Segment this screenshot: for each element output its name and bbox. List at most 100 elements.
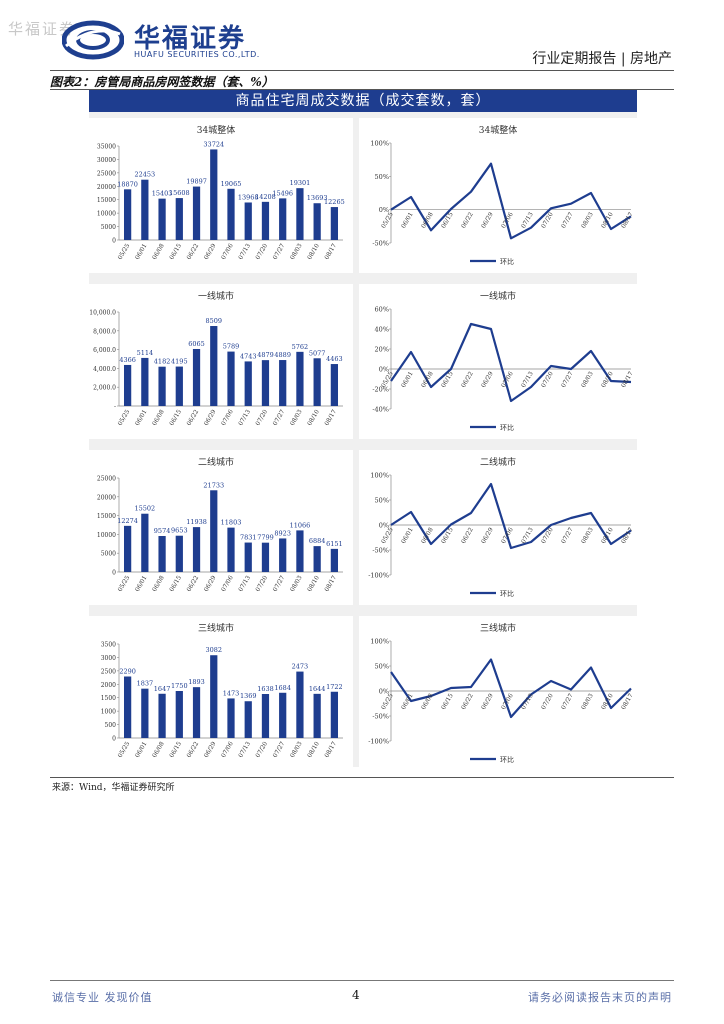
chart-title: 34城整体: [197, 124, 235, 136]
data-label: 14208: [255, 193, 276, 201]
x-tick-label: 06/22: [186, 408, 201, 427]
x-tick-label: 07/27: [272, 408, 287, 427]
bar: [279, 198, 287, 240]
data-label: 4463: [326, 355, 343, 363]
x-tick-label: 07/13: [237, 242, 252, 261]
footer-divider: [50, 980, 674, 981]
bar: [244, 361, 252, 406]
y-tick-label: 3500: [101, 642, 116, 649]
bar: [330, 207, 339, 240]
y-tick-label: 20000: [97, 184, 116, 191]
x-tick-label: 07/27: [560, 692, 575, 711]
data-label: 13968: [238, 193, 259, 201]
x-tick-label: 06/22: [186, 740, 201, 759]
bar-chart-3: 二线城市 0 5000 10000 15000 20000 25000 12274 05/25 1…: [89, 450, 353, 605]
data-label: 5762: [292, 343, 309, 351]
x-tick-label: 08/17: [323, 574, 338, 593]
x-tick-label: 06/08: [151, 408, 166, 427]
x-tick-label: 08/03: [289, 740, 304, 759]
x-tick-label: 07/20: [540, 526, 555, 545]
y-tick-label: 100%: [370, 140, 389, 148]
x-tick-label: 06/01: [134, 741, 149, 759]
chart-title: 三线城市: [198, 622, 234, 634]
legend-label: 环比: [500, 755, 514, 764]
x-tick-label: 08/10: [306, 242, 321, 261]
y-tick-label: 2500: [101, 668, 116, 675]
data-label: 6884: [309, 537, 326, 545]
x-tick-label: 06/15: [440, 211, 455, 230]
legend-label: 环比: [500, 257, 514, 266]
data-label: 4879: [257, 351, 274, 359]
data-label: 8923: [274, 529, 291, 537]
y-tick-label: 40%: [375, 326, 389, 334]
bar: [261, 201, 270, 240]
x-tick-label: 08/17: [620, 370, 635, 389]
x-tick-label: 06/22: [460, 370, 475, 389]
data-label: 1473: [223, 689, 240, 697]
y-tick-label: 3000: [101, 655, 116, 662]
data-label: 4366: [119, 356, 136, 364]
x-tick-label: 08/03: [580, 370, 595, 389]
y-tick-label: 1000: [101, 709, 116, 716]
bar: [123, 525, 132, 572]
report-type: 行业定期报告 | 房地产: [532, 51, 672, 67]
bar: [279, 538, 287, 572]
figure-banner: 商品住宅周成交数据（成交套数，套）: [89, 90, 637, 112]
x-tick-label: 08/17: [620, 692, 635, 711]
data-label: 1647: [154, 685, 171, 693]
chart-title: 三线城市: [480, 622, 516, 634]
x-tick-label: 06/22: [186, 242, 201, 261]
x-tick-label: 06/15: [168, 574, 183, 593]
x-tick-label: 06/29: [480, 526, 495, 545]
x-tick-label: 06/22: [186, 574, 201, 593]
bar: [141, 513, 149, 572]
bar: [175, 366, 183, 406]
bar: [175, 198, 183, 240]
bar: [279, 360, 287, 406]
data-label: 1644: [309, 685, 326, 693]
data-label: 33724: [203, 140, 224, 148]
legend-label: 环比: [500, 423, 514, 432]
x-tick-label: 06/01: [400, 527, 415, 545]
x-tick-label: 06/15: [168, 740, 183, 759]
bar: [192, 348, 201, 406]
bar: [330, 691, 339, 738]
x-tick-label: 05/25: [117, 740, 132, 759]
bar: [244, 701, 252, 738]
bar-chart-1: 34城整体 0 5000 10000 15000 20000 25000 30000 35000…: [89, 118, 353, 273]
data-label: 5077: [309, 349, 326, 357]
data-label: 5114: [137, 349, 154, 357]
bar: [244, 542, 252, 572]
chart-title: 一线城市: [198, 290, 234, 302]
y-tick-label: 6,000.0: [93, 347, 116, 354]
bar: [313, 693, 321, 738]
data-label: 22453: [135, 171, 156, 179]
bar: [296, 671, 304, 738]
x-tick-label: 06/15: [440, 370, 455, 389]
bar: [244, 202, 252, 240]
figure-title-divider: [50, 89, 674, 90]
chart-svg: 一线城市-40%-20%0%20%40%60%05/25 06/01 06/08 06…: [372, 290, 635, 432]
data-label: 8509: [205, 317, 222, 325]
data-label: 1893: [188, 678, 205, 686]
x-tick-label: 08/10: [600, 692, 615, 711]
x-tick-label: 08/17: [323, 740, 338, 759]
data-label: 15403: [152, 190, 173, 198]
logo-text-cn: 华福证券: [134, 24, 247, 54]
line-chart-2: 一线城市 -40% -20% 0% 20% 40% 60% 05/25 06/01 06/08 06…: [359, 284, 637, 439]
y-tick-label: -40%: [372, 406, 389, 414]
y-tick-label: 50%: [375, 173, 389, 181]
data-label: 11938: [186, 518, 207, 526]
x-tick-label: 06/29: [203, 740, 218, 759]
data-label: 19897: [186, 178, 207, 186]
chart-svg: 一线城市 - 2,000.0 4,000.0 6,000.0 8,000.0 10,000.…: [89, 290, 343, 427]
data-label: 18870: [117, 180, 138, 188]
data-label: 9574: [154, 527, 171, 535]
x-tick-label: 06/01: [400, 371, 415, 389]
data-label: 3082: [205, 646, 222, 654]
data-label: 13693: [307, 194, 328, 202]
y-tick-label: 30000: [97, 157, 116, 164]
x-tick-label: 07/20: [254, 408, 269, 427]
x-tick-label: 07/27: [272, 740, 287, 759]
data-label: 1684: [274, 684, 291, 692]
